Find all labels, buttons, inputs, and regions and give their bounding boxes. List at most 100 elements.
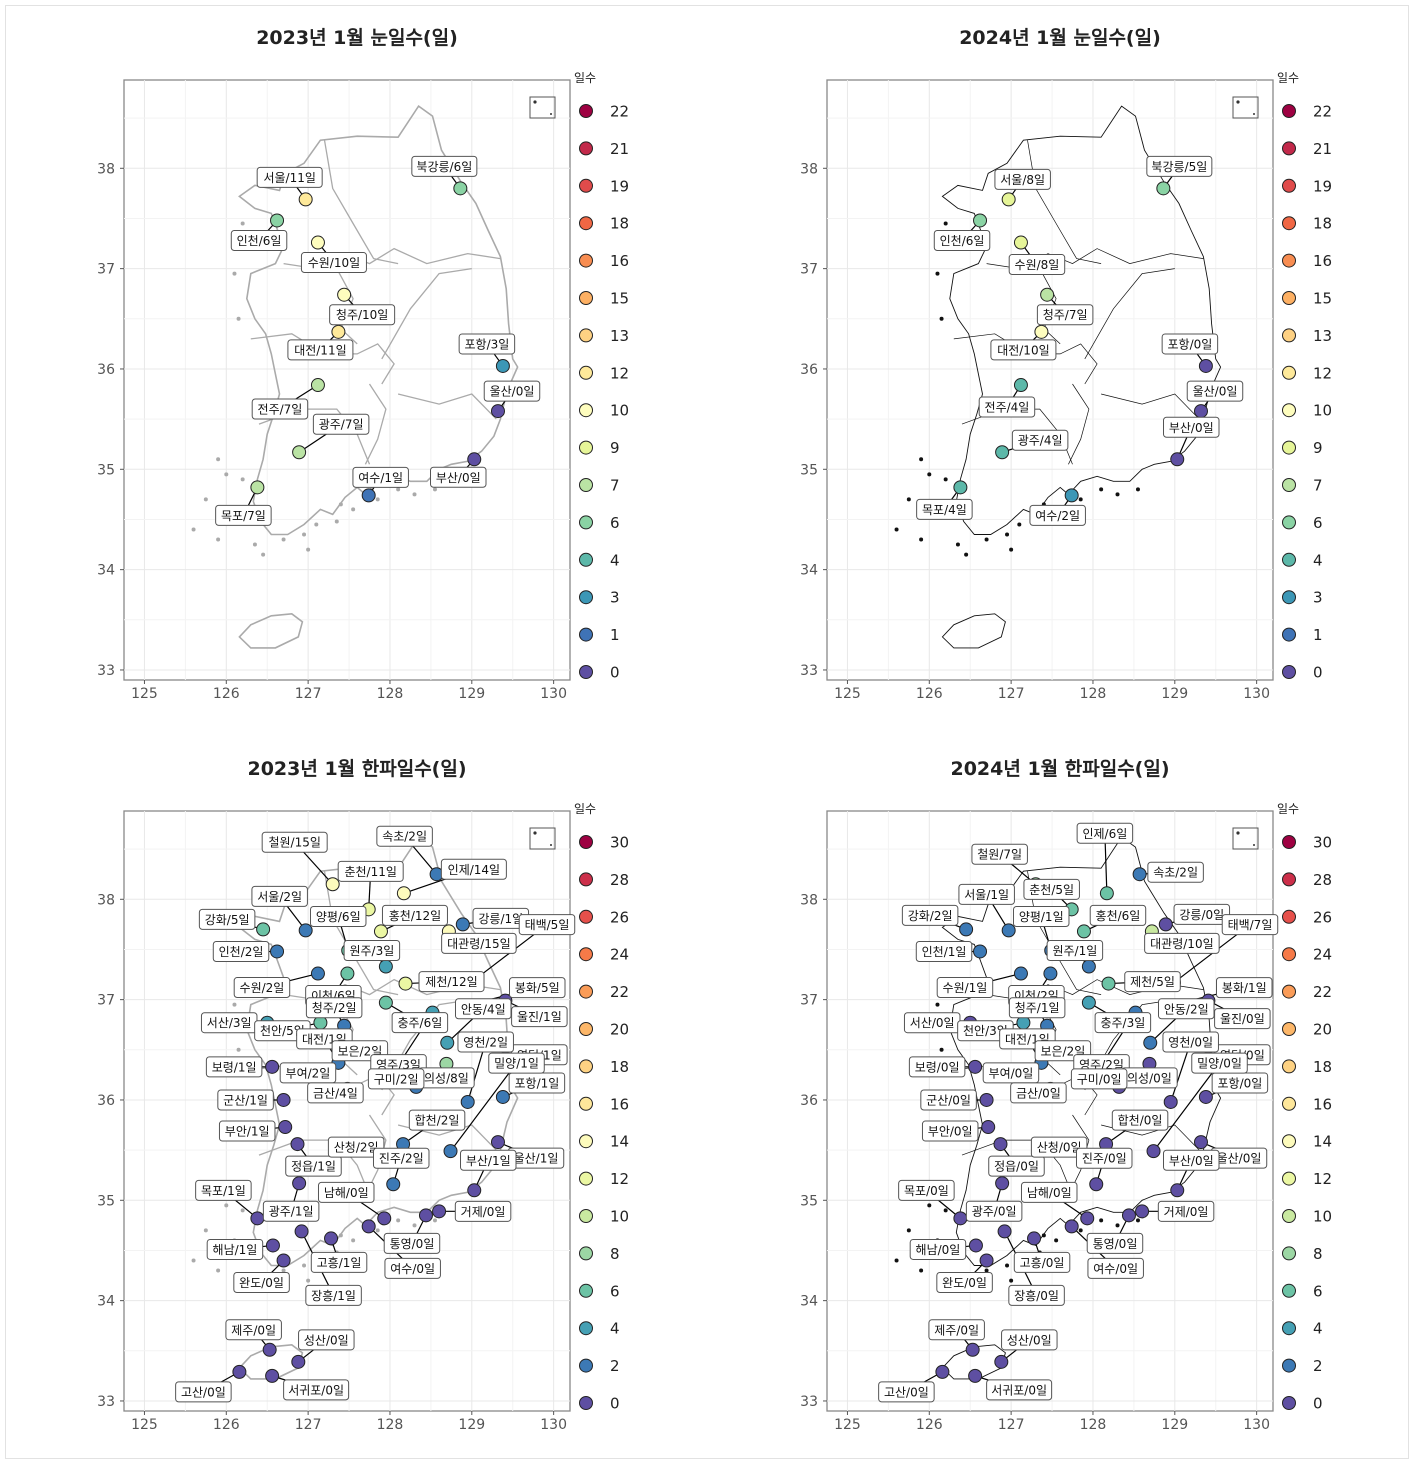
station-label-text: 태백/7일 — [1228, 918, 1273, 932]
station-label-text: 성산/0일 — [304, 1333, 349, 1347]
station-label-text: 완도/0일 — [942, 1276, 987, 1290]
station-label-text: 강화/2일 — [908, 909, 953, 923]
station-label: 부산/0일 — [1163, 416, 1220, 438]
legend-value: 30 — [1313, 834, 1332, 852]
station-point — [310, 235, 325, 250]
station-label: 금산/4일 — [307, 1082, 364, 1104]
legend-value: 0 — [610, 664, 620, 682]
station-label: 안동/2일 — [1157, 998, 1215, 1020]
station-label-text: 부여/2일 — [286, 1066, 331, 1080]
station-label: 거제/0일 — [454, 1200, 512, 1222]
y-tick-label: 34 — [800, 1294, 818, 1310]
station-label-text: 홍천/12일 — [389, 908, 441, 923]
station-label: 홍천/6일 — [1089, 904, 1147, 926]
station-label-text: 철원/15일 — [268, 836, 320, 850]
station-label: 광주/1일 — [262, 1200, 320, 1222]
station-point — [232, 1364, 247, 1379]
legend-swatch — [1282, 216, 1296, 231]
islet — [338, 1233, 343, 1238]
station-label-text: 인천/1일 — [922, 944, 967, 959]
legend-value: 15 — [610, 290, 629, 308]
legend-swatch — [579, 1396, 593, 1410]
station-point — [256, 922, 271, 937]
station-label: 고흥/1일 — [310, 1251, 368, 1273]
legend-value: 1 — [610, 626, 620, 644]
station-point — [276, 1253, 291, 1268]
islet — [1135, 487, 1140, 492]
station-label: 충주/3일 — [1094, 1012, 1152, 1034]
legend-value: 4 — [1313, 1320, 1323, 1338]
station-point — [250, 480, 265, 495]
station-label-text: 합천/0일 — [1118, 1113, 1163, 1128]
station-point — [298, 923, 313, 938]
station-label-text: 부여/0일 — [989, 1066, 1034, 1080]
station-label-text: 의성/8일 — [424, 1071, 469, 1085]
panel-cold-2023: 2023년 1월 한파일수(일)125 126 127 128 129 130333435… — [97, 758, 629, 1433]
station-label: 부여/2일 — [279, 1062, 337, 1084]
plot-area — [123, 79, 571, 681]
x-tick-label: 129 — [1161, 1417, 1188, 1433]
islet — [302, 532, 307, 537]
station-label-text: 고산/0일 — [181, 1385, 226, 1399]
station-label-text: 춘천/5일 — [1029, 882, 1074, 897]
legend-swatch — [1282, 872, 1296, 887]
station-label-text: 목포/4일 — [922, 503, 967, 517]
islet — [1115, 1223, 1120, 1228]
legend-swatch — [579, 216, 593, 231]
panel-title: 2024년 1월 눈일수(일) — [959, 27, 1161, 49]
legend-value: 0 — [1313, 1395, 1323, 1413]
station-point — [270, 944, 285, 959]
station-label-text: 구미/0일 — [1077, 1072, 1122, 1086]
station-point — [1034, 324, 1049, 339]
station-point — [298, 192, 313, 207]
y-tick-label: 33 — [800, 1394, 818, 1410]
legend-value: 3 — [1313, 589, 1323, 607]
legend-value: 19 — [1313, 177, 1332, 195]
jeju-island — [238, 1343, 304, 1380]
y-tick-label: 34 — [97, 563, 115, 579]
station-label: 강릉/0일 — [1173, 903, 1231, 925]
station-label: 북강릉/6일 — [411, 155, 478, 177]
station-point — [1001, 192, 1016, 207]
station-label: 여수/1일 — [352, 466, 409, 488]
station-label-text: 정읍/1일 — [291, 1160, 336, 1174]
station-label-text: 청주/10일 — [336, 308, 388, 322]
station-label: 산청/2일 — [327, 1136, 385, 1158]
station-label: 포항/3일 — [458, 333, 516, 355]
legend-value: 0 — [1313, 664, 1323, 682]
legend-value: 6 — [610, 514, 620, 532]
station-label: 합천/2일 — [408, 1109, 466, 1131]
station-label: 수원/8일 — [1008, 254, 1066, 276]
islet — [240, 221, 245, 226]
islet — [906, 497, 911, 502]
inset-box — [529, 827, 556, 850]
x-tick-label: 127 — [998, 686, 1025, 702]
station-label-text: 완도/0일 — [239, 1276, 284, 1290]
panel-cold-2024: 2024년 1월 한파일수(일)125 126 127 128 129 130333435… — [800, 758, 1332, 1433]
plot-area — [123, 810, 571, 1412]
station-label-text: 홍천/6일 — [1096, 908, 1141, 923]
station-label: 수원/1일 — [936, 977, 994, 999]
axes: 125 126 127 128 129 130 33 34 35 36 37 38 — [97, 892, 567, 1433]
x-tick-label: 126 — [916, 686, 943, 702]
islet — [894, 1258, 899, 1263]
legend-swatch — [1282, 1209, 1296, 1223]
station-label-text: 봉화/5일 — [515, 981, 560, 995]
station-label: 밀양/1일 — [488, 1052, 545, 1074]
islet — [906, 1228, 911, 1233]
station-label: 여수/0일 — [384, 1257, 441, 1279]
legend-value: 22 — [610, 983, 629, 1001]
station-label: 성산/0일 — [298, 1329, 355, 1351]
station-point — [1064, 1219, 1079, 1234]
station-label-text: 여수/0일 — [390, 1262, 435, 1276]
station-point — [1193, 1135, 1208, 1150]
leader-line — [1153, 1062, 1221, 1152]
islet — [943, 1208, 948, 1213]
station-label-text: 수원/2일 — [240, 981, 285, 995]
station-point — [1080, 1211, 1095, 1226]
legend-value: 22 — [610, 103, 629, 121]
station-point — [440, 1035, 455, 1050]
station-label-text: 울산/0일 — [1193, 385, 1238, 399]
